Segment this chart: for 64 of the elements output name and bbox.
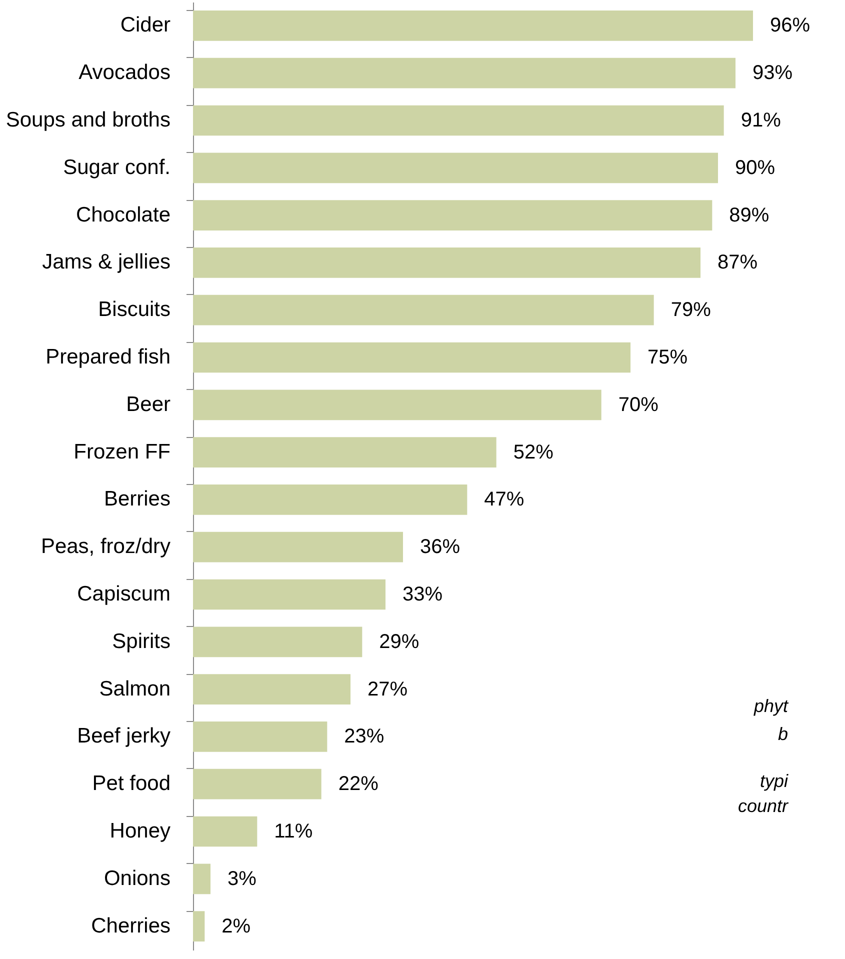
bar [193,864,210,894]
data-label: 89% [729,204,770,226]
bar [193,722,328,752]
data-label: 2% [222,915,251,938]
bar [193,911,205,942]
data-label: 27% [368,678,408,700]
data-label: 36% [420,536,460,558]
y-tick-label: Beef jerky [77,724,171,748]
data-label: 75% [648,346,688,368]
y-tick-label: Spirits [112,630,170,653]
bar [193,674,350,704]
data-label: 91% [740,110,782,132]
y-tick-label: Sugar conf. [63,156,170,179]
bar [193,342,630,373]
y-tick-label: Onions [104,866,170,890]
data-label: 79% [670,299,712,322]
y-tick-label: Prepared fish [46,346,170,368]
data-label: 52% [513,441,554,464]
bar [193,816,258,847]
bar [193,626,362,658]
bar [193,579,386,610]
text: typi [760,771,789,791]
y-tick-label: Cherries [91,914,170,938]
y-tick-label: Beer [126,392,171,416]
bar [193,532,403,562]
bar [193,768,322,800]
data-label: 93% [752,62,793,84]
y-tick-label: Berries [104,488,170,511]
data-label: 11% [274,820,313,842]
bar [193,437,496,468]
data-label: 22% [338,773,379,796]
y-tick-label: Jams & jellies [42,250,170,274]
y-tick-label: Frozen FF [74,440,170,464]
bar [193,484,468,515]
bar [193,248,700,278]
data-label: 87% [718,252,758,274]
bar [193,390,602,420]
text: b [778,724,788,744]
bar [193,105,724,136]
data-label: 47% [484,488,524,511]
annotation: countr [738,796,789,816]
y-tick-label: Avocados [78,61,170,84]
data-label: 70% [618,394,659,416]
y-tick-label: Peas, froz/dry [40,535,171,558]
data-label: 29% [379,630,420,653]
data-label: 90% [735,156,776,179]
y-tick-label: Salmon [99,677,170,700]
bar [193,200,712,230]
text: phyt [752,696,789,716]
bar [193,58,736,88]
data-label: 23% [344,726,384,748]
bar [193,294,654,326]
y-tick-label: Cider [120,14,170,37]
y-tick-label: Chocolate [76,203,170,226]
data-label: 33% [402,584,443,606]
data-label: 3% [228,868,257,890]
y-tick-label: Pet food [92,772,170,796]
y-tick-label: Soups and broths [6,108,170,132]
y-tick-label: Biscuits [98,298,170,322]
y-tick-label: Honey [110,820,171,842]
bar [193,152,718,184]
data-label: 96% [770,14,810,37]
y-tick-label: Capiscum [77,582,170,606]
bar [193,10,753,41]
